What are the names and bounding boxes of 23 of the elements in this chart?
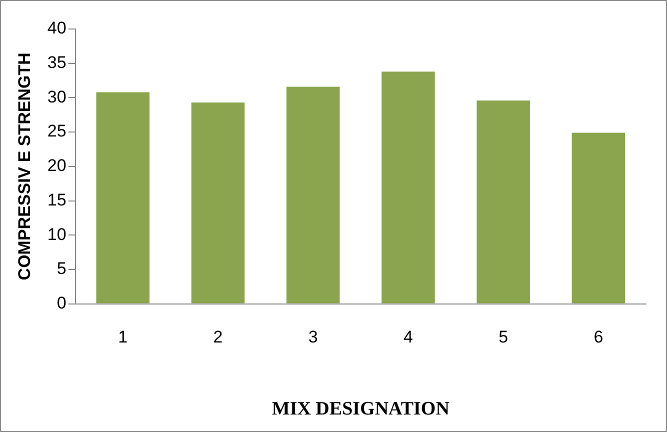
x-tick-label: 6 [594,328,604,347]
bar [96,92,150,304]
x-tick-label: 4 [403,328,413,347]
y-tick-label: 15 [47,190,66,210]
y-axis-title: COMPRESSIV E STRENGTH [14,52,34,280]
bar [572,132,626,304]
x-axis-title: MIX DESIGNATION [272,398,450,420]
y-tick-label: 35 [47,53,66,72]
bar [382,72,435,304]
y-tick-label: 40 [47,18,66,38]
bar [476,100,530,304]
x-tick-label: 2 [213,328,223,347]
x-tick-label: 3 [308,328,318,347]
y-tick-label: 10 [47,224,66,244]
bar [191,102,245,304]
y-tick-label: 5 [56,259,66,278]
y-tick-label: 0 [56,293,66,312]
x-tick-label: 1 [118,328,128,347]
x-tick-label: 5 [498,328,508,347]
y-tick-label: 30 [47,87,66,106]
y-tick-label: 20 [47,156,66,176]
y-tick-label: 25 [47,122,66,141]
bar [286,86,340,304]
